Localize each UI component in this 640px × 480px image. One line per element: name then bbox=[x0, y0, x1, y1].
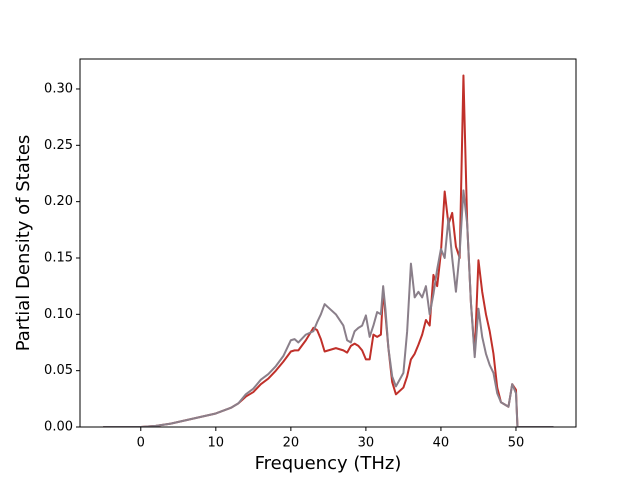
y-tick-label: 0.30 bbox=[44, 81, 73, 96]
y-tick-label: 0.15 bbox=[44, 250, 73, 265]
data-line bbox=[103, 189, 554, 427]
x-tick-label: 50 bbox=[508, 436, 525, 451]
x-tick-label: 30 bbox=[358, 436, 375, 451]
y-tick-label: 0.25 bbox=[44, 138, 73, 153]
y-tick-label: 0.10 bbox=[44, 307, 73, 322]
y-tick-label: 0.05 bbox=[44, 363, 73, 378]
x-tick-label: 10 bbox=[208, 436, 225, 451]
plot-area bbox=[103, 74, 554, 427]
data-line bbox=[103, 74, 554, 427]
x-tick-label: 40 bbox=[433, 436, 450, 451]
axes-frame bbox=[79, 58, 577, 428]
y-tick-label: 0.00 bbox=[44, 420, 73, 435]
x-axis-label: Frequency (THz) bbox=[255, 453, 402, 474]
x-tick-label: 20 bbox=[283, 436, 300, 451]
x-tick-label: 0 bbox=[137, 436, 145, 451]
y-tick-label: 0.20 bbox=[44, 194, 73, 209]
y-axis-label: Partial Density of States bbox=[13, 135, 34, 352]
